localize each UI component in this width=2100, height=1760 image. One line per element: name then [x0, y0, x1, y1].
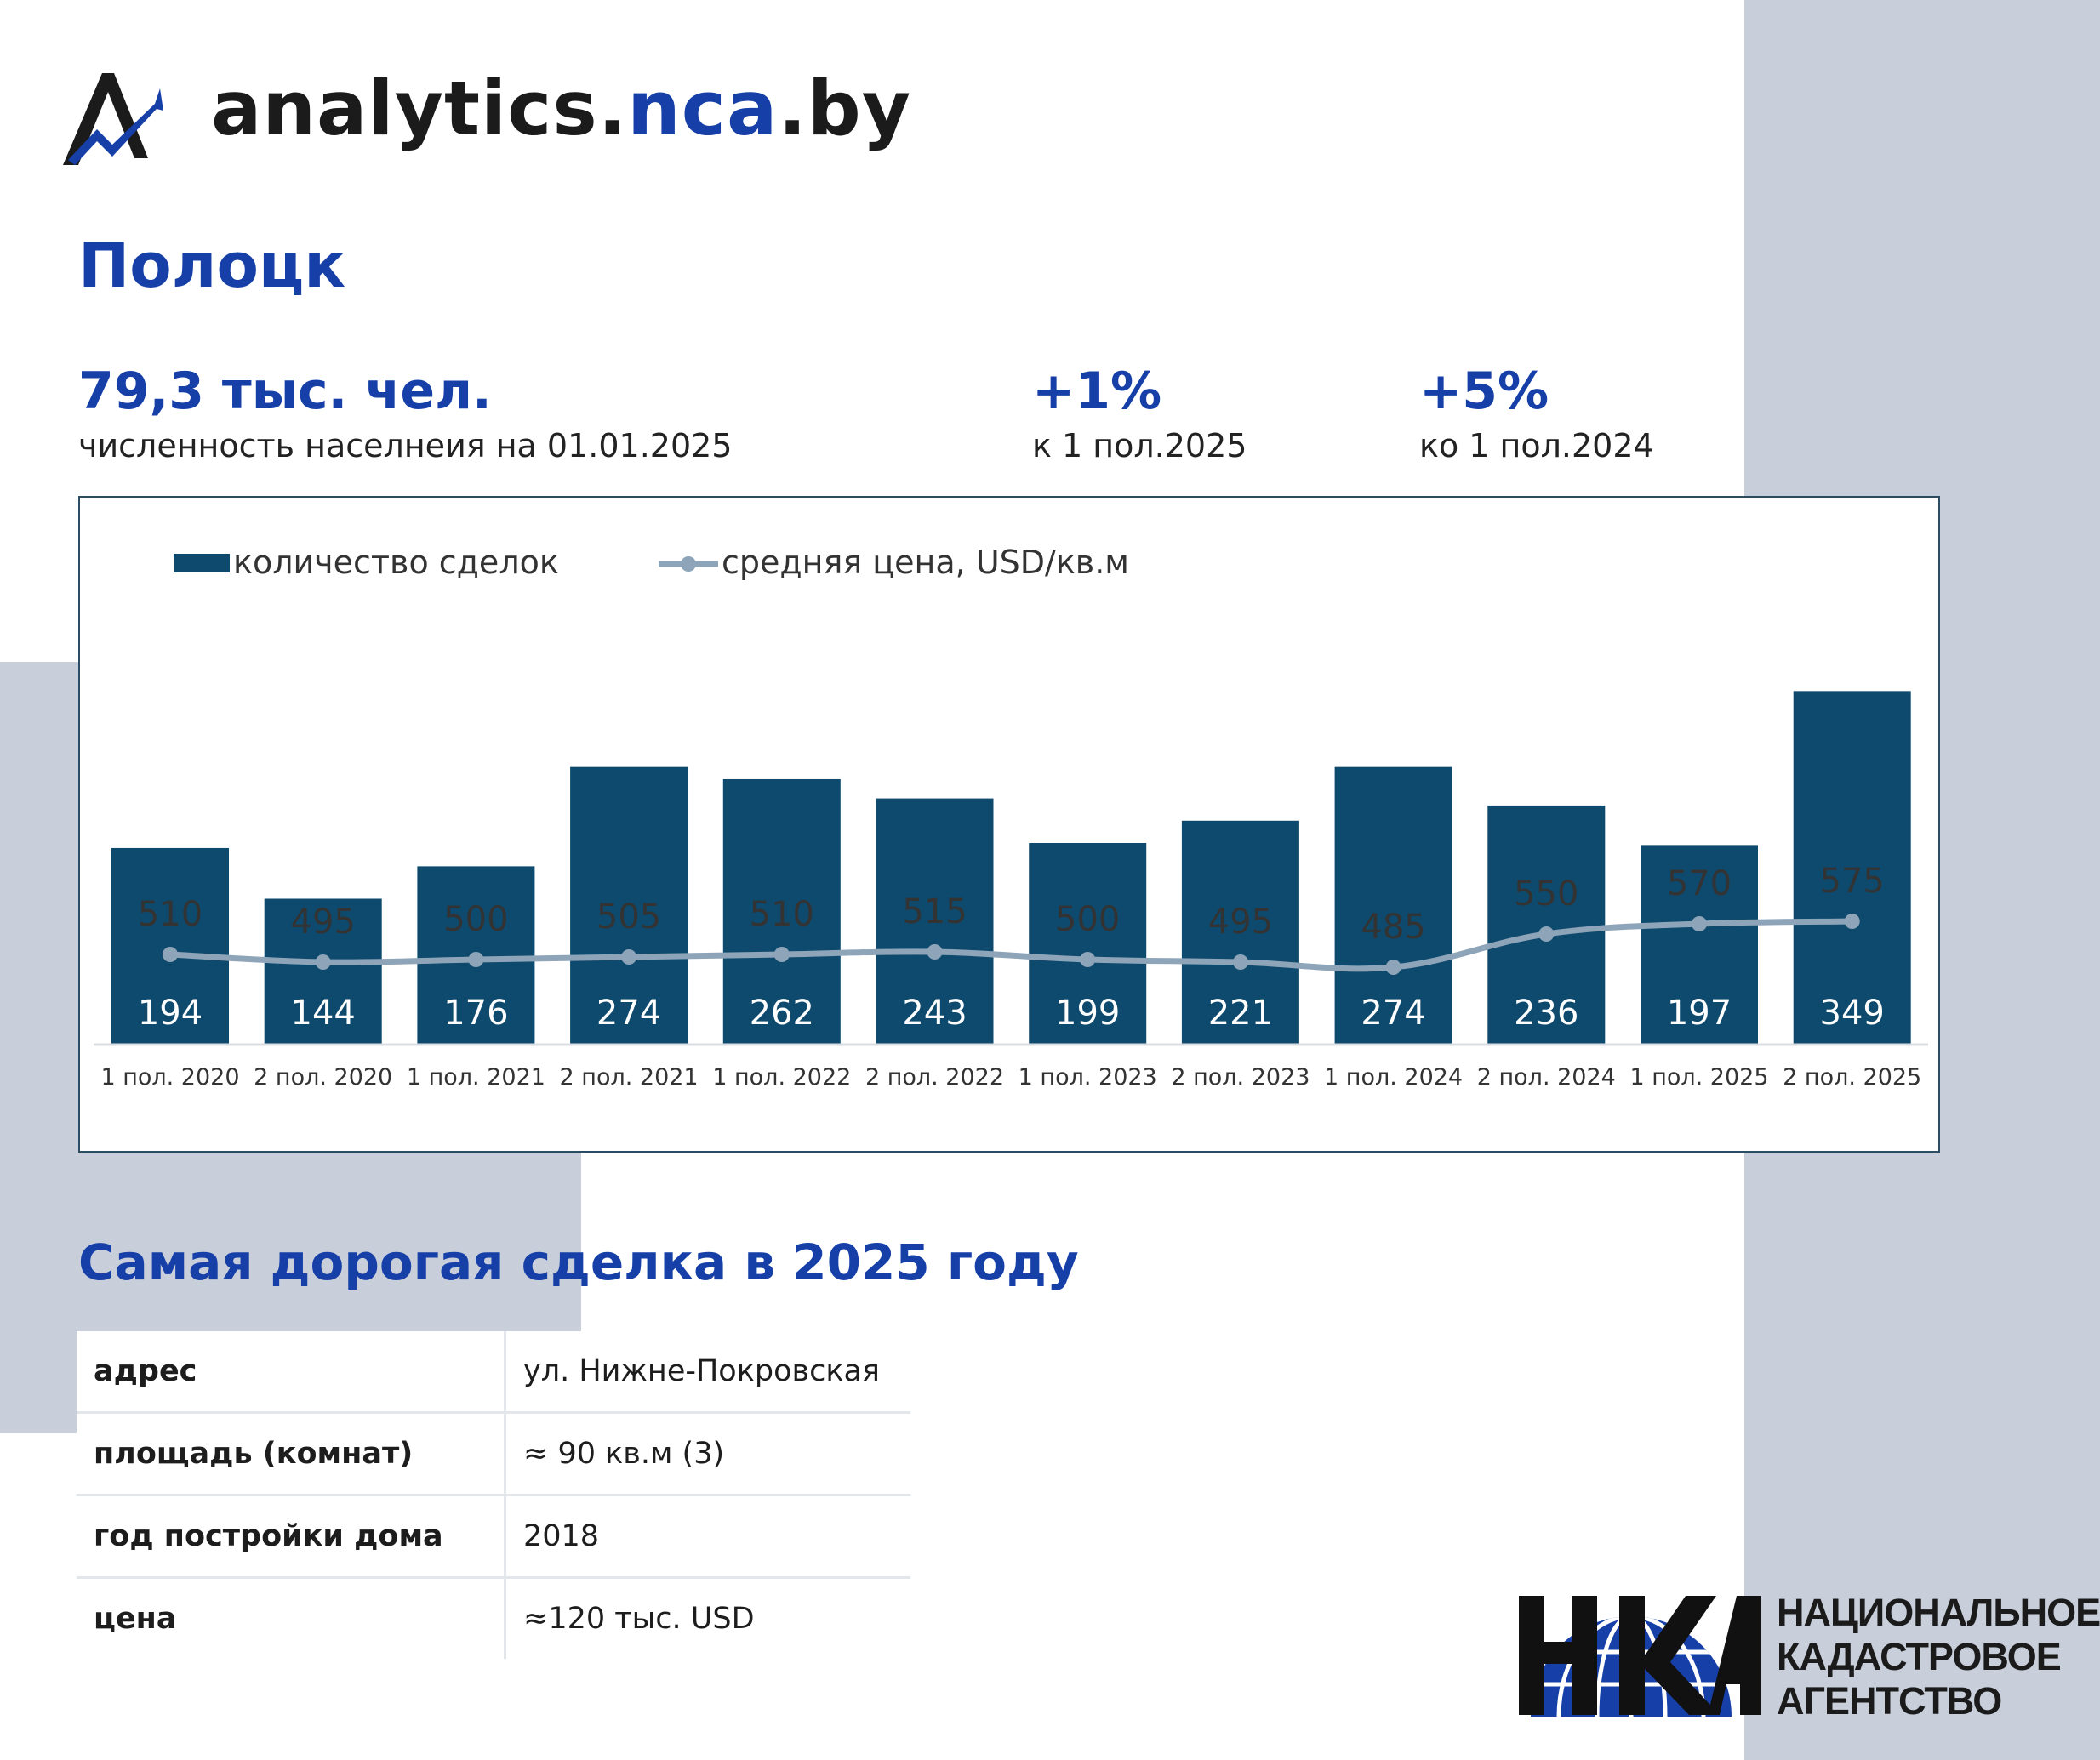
- bar-value-label: 274: [1361, 994, 1425, 1033]
- deal-address-key: адрес: [77, 1331, 506, 1414]
- x-tick-label: 1 пол. 2020: [100, 1064, 239, 1091]
- deal-area-key: площадь (комнат): [77, 1412, 506, 1496]
- deal-table: адрес ул. Нижне-Покровская площадь (комн…: [77, 1331, 910, 1659]
- x-tick-label: 1 пол. 2025: [1629, 1064, 1768, 1091]
- price-value-label: 505: [596, 897, 661, 937]
- price-point-7: [1080, 952, 1096, 967]
- x-tick-label: 2 пол. 2020: [254, 1064, 392, 1091]
- bar-10: [1487, 805, 1606, 1045]
- deal-year-value: 2018: [505, 1495, 910, 1579]
- bar-8: [1181, 820, 1299, 1045]
- nka-name-line-1: НАЦИОНАЛЬНОЕ: [1777, 1591, 2100, 1634]
- analytics-logo-text: analytics.nca.by: [211, 65, 912, 152]
- bar-value-label: 262: [750, 994, 814, 1033]
- price-value-label: 515: [902, 892, 967, 931]
- price-value-label: 575: [1820, 862, 1885, 901]
- change-1h2025-value: +1%: [1032, 362, 1162, 421]
- price-point-1: [163, 947, 178, 962]
- population-value: 79,3 тыс. чел.: [78, 362, 492, 421]
- table-row: цена ≈120 тыс. USD: [77, 1577, 910, 1659]
- price-value-label: 550: [1514, 874, 1578, 914]
- deals-price-chart: количество сделок средняя цена, USD/кв.м…: [78, 496, 1940, 1153]
- bar-7: [1029, 842, 1147, 1045]
- change-1h2024-value: +5%: [1419, 362, 1549, 421]
- deal-section-title: Самая дорогая сделка в 2025 году: [78, 1233, 1079, 1291]
- nka-logo[interactable]: НАЦИОНАЛЬНОЕ КАДАСТРОВОЕ АГЕНТСТВО: [1519, 1591, 2100, 1723]
- bar-value-label: 236: [1514, 994, 1578, 1033]
- legend-bar-label: количество сделок: [233, 544, 559, 581]
- price-value-label: 510: [750, 895, 814, 934]
- legend-bar-swatch: [174, 554, 230, 572]
- deal-price-key: цена: [77, 1577, 506, 1659]
- bar-value-label: 194: [138, 994, 203, 1033]
- bar-value-label: 199: [1055, 994, 1120, 1033]
- x-tick-label: 2 пол. 2025: [1783, 1064, 1921, 1091]
- legend: количество сделок средняя цена, USD/кв.м: [174, 544, 1129, 581]
- price-line: [169, 918, 1852, 972]
- price-point-8: [1232, 954, 1248, 970]
- bar-4: [570, 766, 688, 1045]
- price-point-12: [1844, 914, 1860, 929]
- price-value-label: 500: [1055, 900, 1120, 939]
- legend-line-label: средняя цена, USD/кв.м: [722, 544, 1129, 581]
- price-point-5: [773, 947, 790, 962]
- x-tick-label: 2 пол. 2021: [560, 1064, 699, 1091]
- x-tick-label: 1 пол. 2024: [1324, 1064, 1463, 1091]
- price-point-6: [927, 944, 943, 960]
- price-point-2: [315, 954, 331, 970]
- price-value-label: 495: [291, 903, 356, 942]
- price-point-4: [621, 949, 637, 965]
- nka-agency-name: НАЦИОНАЛЬНОЕ КАДАСТРОВОЕ АГЕНТСТВО: [1777, 1591, 2100, 1723]
- price-point-10: [1538, 926, 1555, 942]
- bar-value-label: 176: [443, 994, 508, 1033]
- price-value-label: 570: [1667, 864, 1732, 903]
- change-1h2025-label: к 1 пол.2025: [1032, 427, 1247, 464]
- table-row: адрес ул. Нижне-Покровская: [77, 1331, 910, 1414]
- deal-year-key: год постройки дома: [77, 1495, 506, 1579]
- bar-value-label: 349: [1820, 994, 1885, 1033]
- x-tick-label: 2 пол. 2024: [1477, 1064, 1616, 1091]
- bar-value-label: 197: [1667, 994, 1732, 1033]
- deal-address-value: ул. Нижне-Покровская: [505, 1331, 910, 1414]
- price-point-9: [1385, 960, 1401, 975]
- x-tick-label: 1 пол. 2023: [1019, 1064, 1157, 1091]
- bar-value-label: 144: [291, 994, 356, 1033]
- x-tick-label: 1 пол. 2021: [407, 1064, 545, 1091]
- bar-value-label: 221: [1208, 994, 1273, 1033]
- table-row: год постройки дома 2018: [77, 1495, 910, 1579]
- analytics-logo[interactable]: analytics.nca.by: [63, 70, 914, 172]
- legend-line-marker: [681, 556, 696, 572]
- chart-canvas: количество сделок средняя цена, USD/кв.м…: [94, 544, 1928, 1091]
- nka-name-line-2: КАДАСТРОВОЕ: [1777, 1635, 2062, 1678]
- deal-area-value: ≈ 90 кв.м (3): [505, 1412, 910, 1496]
- bar-value-label: 243: [902, 994, 967, 1033]
- bar-11: [1641, 845, 1758, 1045]
- table-row: площадь (комнат) ≈ 90 кв.м (3): [77, 1412, 910, 1496]
- page-title: Полоцк: [78, 230, 346, 301]
- change-1h2024-label: ко 1 пол.2024: [1419, 427, 1654, 464]
- price-value-label: 495: [1208, 903, 1273, 942]
- nka-name-line-3: АГЕНТСТВО: [1777, 1679, 2002, 1723]
- price-value-label: 500: [443, 900, 508, 939]
- bar-2: [264, 898, 382, 1045]
- bar-5: [722, 778, 841, 1045]
- nka-globe-icon: [1519, 1596, 1761, 1717]
- price-point-11: [1692, 916, 1707, 931]
- deal-price-value: ≈120 тыс. USD: [523, 1602, 755, 1636]
- x-tick-label: 2 пол. 2022: [865, 1064, 1004, 1091]
- price-value-label: 485: [1361, 908, 1425, 947]
- bar-9: [1334, 766, 1452, 1045]
- x-tick-label: 1 пол. 2022: [712, 1064, 851, 1091]
- bar-12: [1793, 691, 1911, 1045]
- population-label: численность населнеия на 01.01.2025: [78, 427, 733, 464]
- bar-value-label: 274: [596, 994, 661, 1033]
- analytics-logo-icon: [63, 73, 163, 165]
- price-point-3: [468, 952, 484, 967]
- price-value-label: 510: [138, 895, 203, 934]
- x-tick-label: 2 пол. 2023: [1171, 1064, 1310, 1091]
- bar-6: [876, 798, 994, 1045]
- bar-1: [111, 847, 229, 1045]
